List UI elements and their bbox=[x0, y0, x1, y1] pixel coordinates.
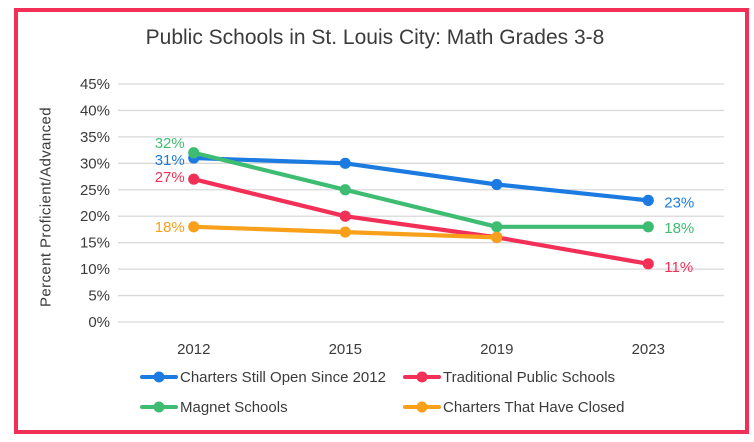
x-tick-label: 2023 bbox=[632, 341, 665, 358]
y-tick-label: 20% bbox=[80, 208, 110, 225]
y-tick-label: 40% bbox=[80, 102, 110, 119]
legend-item-traditional-public: Traditional Public Schools bbox=[403, 366, 624, 388]
data-point bbox=[188, 173, 200, 185]
line-marker-icon bbox=[140, 371, 178, 383]
data-point bbox=[339, 210, 351, 222]
chart-title: Public Schools in St. Louis City: Math G… bbox=[145, 26, 605, 49]
data-label: 27% bbox=[155, 169, 185, 186]
legend-item-charters-open: Charters Still Open Since 2012 bbox=[140, 366, 403, 388]
data-label: 31% bbox=[155, 152, 185, 169]
data-point bbox=[339, 157, 351, 169]
x-tick-label: 2015 bbox=[329, 341, 362, 358]
data-label: 23% bbox=[664, 194, 694, 211]
legend-item-charters-closed: Charters That Have Closed bbox=[403, 396, 624, 418]
data-point bbox=[491, 231, 503, 243]
x-tick-label: 2019 bbox=[480, 341, 513, 358]
data-label: 18% bbox=[155, 219, 185, 236]
y-tick-label: 0% bbox=[88, 314, 110, 331]
data-point bbox=[491, 178, 503, 191]
y-tick-label: 10% bbox=[80, 261, 110, 278]
point-marker-icon bbox=[416, 401, 428, 413]
legend: Charters Still Open Since 2012 Tradition… bbox=[140, 366, 624, 418]
data-label: 11% bbox=[664, 259, 693, 276]
series-line bbox=[191, 150, 651, 229]
line-marker-icon bbox=[140, 401, 178, 413]
data-point bbox=[188, 221, 200, 233]
series-line bbox=[191, 177, 651, 266]
data-point bbox=[642, 258, 654, 270]
data-label: 32% bbox=[155, 135, 185, 152]
data-point bbox=[339, 184, 351, 196]
legend-label: Magnet Schools bbox=[180, 398, 288, 416]
data-point bbox=[188, 147, 200, 159]
y-tick-label: 5% bbox=[88, 288, 110, 305]
y-tick-label: 25% bbox=[80, 182, 110, 199]
data-point bbox=[642, 194, 654, 206]
data-point bbox=[339, 226, 351, 238]
line-marker-icon bbox=[403, 371, 441, 383]
y-tick-label: 15% bbox=[80, 235, 110, 252]
series-line bbox=[191, 155, 651, 203]
line-marker-icon bbox=[403, 401, 441, 413]
y-tick-label: 30% bbox=[80, 155, 110, 172]
y-tick-label: 45% bbox=[80, 76, 110, 93]
point-marker-icon bbox=[416, 371, 428, 383]
point-marker-icon bbox=[153, 371, 165, 383]
legend-label: Charters That Have Closed bbox=[443, 398, 625, 416]
data-point bbox=[491, 221, 503, 233]
point-marker-icon bbox=[153, 401, 165, 413]
legend-item-magnet-schools: Magnet Schools bbox=[140, 396, 403, 418]
data-point bbox=[642, 221, 654, 233]
data-label: 18% bbox=[664, 220, 694, 237]
legend-label: Traditional Public Schools bbox=[443, 368, 616, 386]
x-tick-label: 2012 bbox=[177, 341, 210, 358]
legend-label: Charters Still Open Since 2012 bbox=[180, 368, 386, 386]
y-tick-label: 35% bbox=[80, 129, 110, 146]
